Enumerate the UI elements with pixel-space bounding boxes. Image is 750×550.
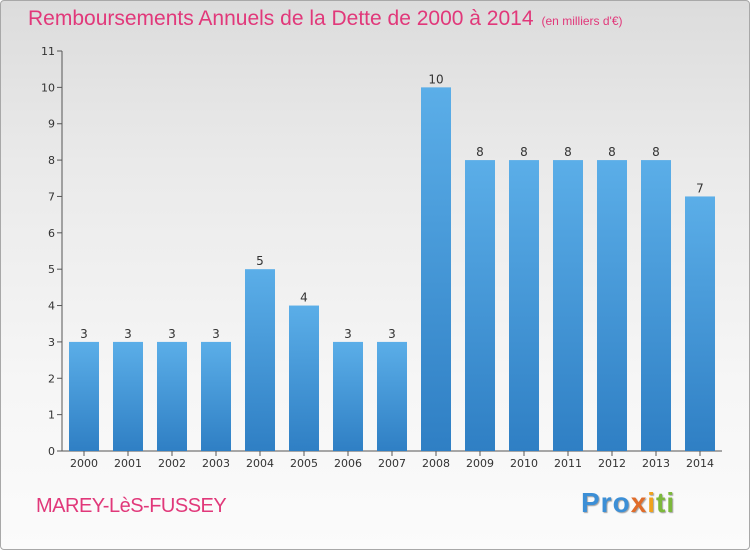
y-tick-label: 2 [48,372,55,385]
bar [685,196,715,451]
x-tick-label: 2013 [642,457,670,470]
bar [465,160,495,451]
x-tick-label: 2002 [158,457,186,470]
bar [377,341,407,451]
y-tick-label: 0 [48,445,55,458]
y-tick-label: 10 [41,81,55,94]
x-tick-label: 2004 [246,457,274,470]
x-tick-label: 2001 [114,457,142,470]
bar-value-label: 3 [80,327,88,341]
y-tick-label: 11 [41,45,55,58]
x-tick-label: 2006 [334,457,362,470]
bar-value-label: 10 [428,72,443,86]
x-tick-label: 2003 [202,457,230,470]
bar [245,269,275,451]
x-tick-label: 2007 [378,457,406,470]
bar [157,341,187,451]
x-tick-label: 2008 [422,457,450,470]
bar-value-label: 3 [212,327,220,341]
bar-value-label: 8 [476,145,484,159]
bar [509,160,539,451]
bar [641,160,671,451]
chart-title: Remboursements Annuels de la Dette de 20… [28,7,623,31]
chart-bars: 3 3 3 3 5 4 3 3 10 8 8 8 8 8 7 [69,72,715,451]
bar-value-label: 3 [124,327,132,341]
y-tick-label: 1 [48,409,55,422]
chart-title-text: Remboursements Annuels de la Dette de 20… [28,7,534,30]
bar-value-label: 7 [696,181,704,195]
bar-value-label: 3 [388,327,396,341]
bar [201,341,231,451]
x-tick-label: 2011 [554,457,582,470]
bar-value-label: 5 [256,254,264,268]
bar-value-label: 8 [564,145,572,159]
bar [421,87,451,451]
x-tick-label: 2009 [466,457,494,470]
x-tick-label: 2005 [290,457,318,470]
commune-name: MAREY-LèS-FUSSEY [36,495,227,517]
bar-value-label: 8 [608,145,616,159]
bar-value-label: 8 [520,145,528,159]
x-tick-label: 2014 [686,457,714,470]
bar-value-label: 4 [300,291,308,305]
bar [553,160,583,451]
bar [597,160,627,451]
y-tick-label: 9 [48,118,55,131]
x-tick-label: 2000 [70,457,98,470]
y-tick-label: 3 [48,336,55,349]
bar [289,305,319,451]
x-tick-label: 2010 [510,457,538,470]
y-tick-label: 6 [48,227,55,240]
chart-unit: (en milliers d'€) [541,14,623,28]
bar [69,341,99,451]
bar-value-label: 3 [344,327,352,341]
bar [333,341,363,451]
bar [113,341,143,451]
y-tick-label: 8 [48,154,55,167]
proxiti-logo: Proxiti [581,487,676,518]
bar-value-label: 3 [168,327,176,341]
y-tick-label: 5 [48,263,55,276]
x-tick-label: 2012 [598,457,626,470]
bar-value-label: 8 [652,145,660,159]
y-tick-label: 4 [48,300,55,313]
y-tick-label: 7 [48,190,55,203]
